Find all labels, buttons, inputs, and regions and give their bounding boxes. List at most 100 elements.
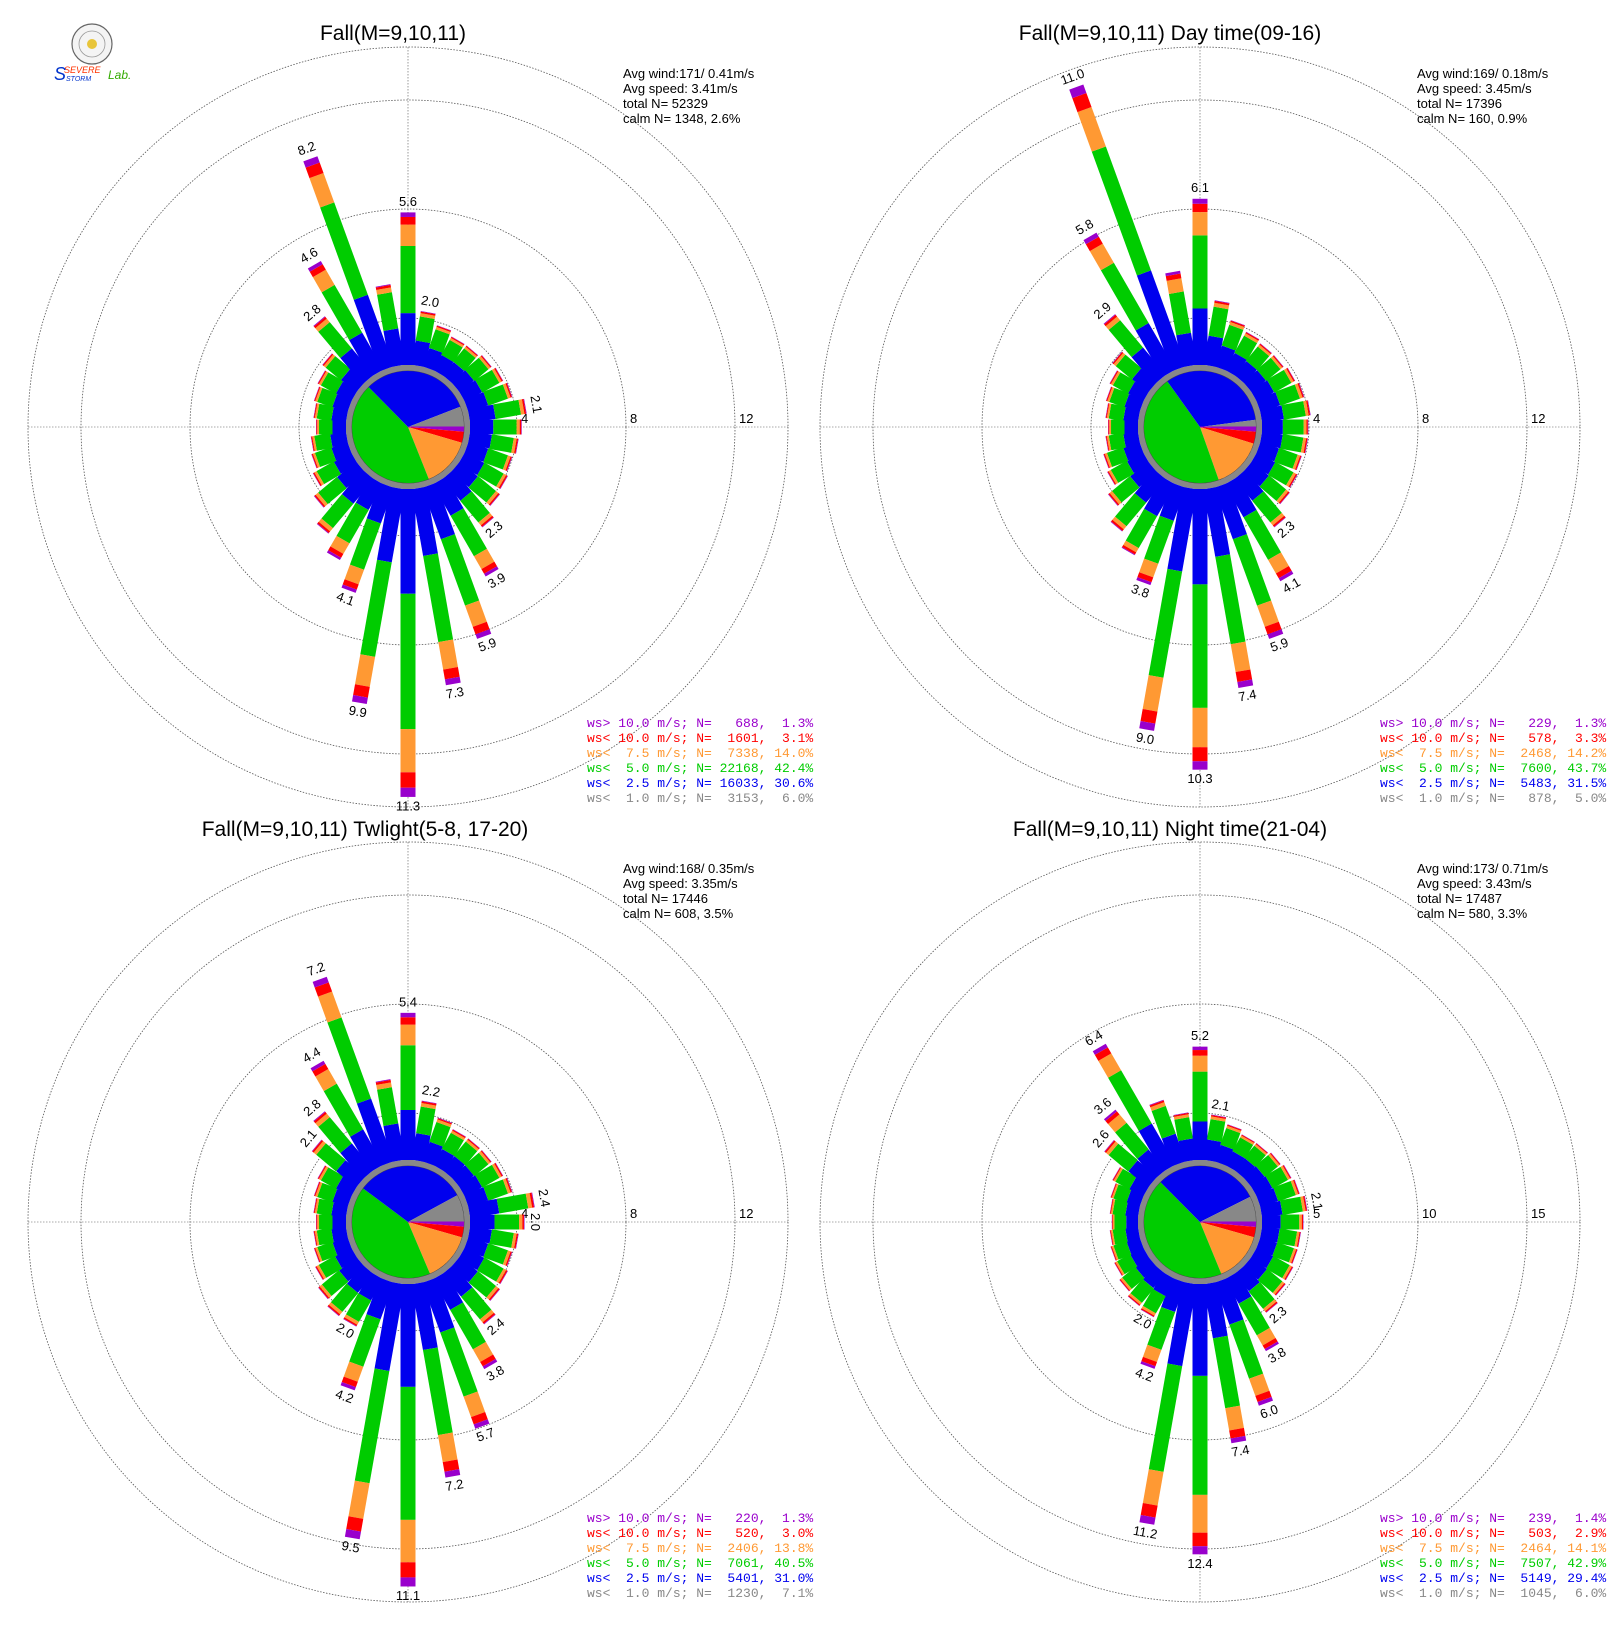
bar-segment-gt10 [1256, 1142, 1269, 1153]
bar-segment-calm [431, 1165, 444, 1177]
bar-segment-lt7_5 [1270, 512, 1285, 526]
legend-entry-lt7_5: ws< 7.5 m/s; N= 7338, 14.0% [587, 746, 813, 761]
bar-segment-lt2_5 [1234, 469, 1264, 501]
bar-segment-calm [1204, 364, 1217, 373]
bar-segment-calm [372, 472, 385, 484]
bar-segment-lt2_5 [433, 1148, 455, 1172]
bar-segment-lt7_5 [1111, 1183, 1119, 1199]
stat-avg-wind: Avg wind:168/ 0.35m/s [623, 861, 755, 876]
bar-segment-gt10 [481, 1150, 492, 1162]
bar-segment-lt5 [400, 593, 416, 730]
bar-segment-calm [431, 370, 444, 382]
bar-segment-lt2_5 [400, 1109, 416, 1160]
pie-slice-lt10 [1200, 427, 1256, 444]
bar-segment-lt2_5 [341, 369, 365, 393]
legend-entry-calm: ws< 1.0 m/s; N= 1230, 7.1% [587, 1586, 813, 1601]
bar-segment-lt7_5 [1303, 419, 1307, 435]
bar-segment-lt10 [1293, 1179, 1300, 1195]
bar-segment-calm [1148, 1177, 1161, 1191]
bar-segment-lt5 [1267, 461, 1294, 486]
bar-segment-lt10 [1262, 1337, 1278, 1350]
pie-slice-lt10 [408, 427, 464, 443]
bar-segment-lt7_5 [314, 1230, 320, 1246]
bar-segment-lt7_5 [502, 1250, 511, 1266]
bar-segment-gt10 [307, 261, 323, 272]
bar-segment-lt7_5 [435, 326, 451, 335]
bar-segment-calm [1204, 1276, 1217, 1285]
bar-segment-lt2_5 [1125, 1226, 1141, 1242]
bar-segment-lt5 [1220, 1127, 1241, 1150]
bar-segment-calm [347, 1235, 358, 1249]
bar-segment-lt7_5 [1111, 1245, 1119, 1261]
pie-slice-calm [408, 406, 464, 427]
bar-segment-lt5 [400, 1045, 416, 1110]
bar-segment-lt7_5 [502, 383, 511, 399]
bar-segment-lt2_5 [400, 313, 416, 365]
bar-segment-gt10 [421, 1100, 437, 1104]
bar-segment-gt10 [1105, 436, 1109, 451]
bar-segment-gt10 [313, 495, 324, 508]
bar-segment-gt10 [1266, 1302, 1278, 1313]
bar-segment-lt10 [1108, 493, 1120, 506]
bar-segment-lt7_5 [1142, 1469, 1164, 1506]
bar-segment-calm [447, 1177, 460, 1191]
bar-segment-lt7_5 [1249, 1373, 1270, 1396]
bar-segment-lt7_5 [376, 287, 392, 295]
bar-segment-lt5 [1215, 554, 1246, 645]
bar-segment-lt10 [480, 1150, 492, 1163]
bar-segment-gt10 [310, 1060, 326, 1072]
bar-segment-gt10 [1109, 1198, 1113, 1214]
bar-segment-calm [453, 1186, 465, 1199]
bar-segment-lt5 [441, 1132, 464, 1157]
bar-segment-calm [447, 1253, 460, 1267]
bar-segment-calm [1155, 466, 1169, 479]
bar-segment-lt2_5 [1176, 332, 1197, 368]
bar-segment-lt10 [420, 311, 436, 316]
bar-segment-gt10 [1278, 570, 1294, 582]
bar-segment-lt10 [442, 1459, 460, 1472]
bar-segment-lt5 [1113, 1184, 1132, 1204]
bar-segment-lt2_5 [366, 1277, 394, 1320]
pie-slice-lt7_5 [1200, 427, 1254, 480]
bar-segment-lt10 [480, 515, 494, 527]
stat-avg-speed: Avg speed: 3.35m/s [623, 876, 738, 891]
bar-segment-lt10 [327, 1304, 341, 1316]
bar-segment-calm [1245, 450, 1257, 463]
bar-segment-lt2_5 [1242, 461, 1269, 487]
bar-segment-gt10 [1287, 367, 1296, 381]
bar-segment-lt5 [345, 1293, 372, 1322]
bar-segment-lt10 [488, 1288, 500, 1301]
bar-segment-gt10 [521, 419, 522, 435]
bar-segment-calm [1223, 1165, 1236, 1177]
bar-segment-calm [458, 440, 469, 454]
bar-segment-gt10 [375, 1079, 391, 1083]
bar-segment-lt2_5 [422, 1277, 455, 1333]
bar-segment-lt2_5 [1214, 1277, 1244, 1325]
bar-segment-lt2_5 [1126, 1236, 1145, 1255]
bar-segment-lt10 [1306, 419, 1308, 435]
bar-segment-lt7_5 [1106, 1141, 1119, 1156]
bar-segment-lt7_5 [355, 654, 376, 687]
bar-segment-calm [402, 1160, 414, 1166]
bar-segment-lt5 [1111, 476, 1140, 503]
bar-segment-lt10 [1110, 1230, 1114, 1246]
bar-segment-lt2_5 [467, 404, 496, 424]
bar-segment-lt10 [1303, 1195, 1307, 1211]
bar-segment-lt7_5 [1282, 1265, 1292, 1280]
stat-avg-wind: Avg wind:173/ 0.71m/s [1417, 861, 1549, 876]
bar-segment-calm [1256, 1216, 1262, 1228]
bar-segment-lt5 [428, 329, 450, 353]
bar-segment-calm [372, 370, 385, 382]
bar-segment-lt7_5 [1110, 371, 1121, 386]
pie-slice-lt2_5 [1167, 370, 1256, 427]
bar-segment-lt2_5 [1134, 469, 1166, 503]
bar-value-label: 5.4 [399, 994, 417, 1009]
stat-avg-speed: Avg speed: 3.45m/s [1417, 81, 1532, 96]
bar-segment-gt10 [1092, 1043, 1108, 1055]
bar-segment-calm [381, 1161, 395, 1172]
bar-segment-lt5 [483, 1179, 509, 1201]
bar-segment-lt5 [1114, 1214, 1127, 1230]
bar-segment-lt2_5 [1124, 420, 1138, 434]
bar-segment-lt10 [505, 383, 512, 398]
bar-segment-lt2_5 [1131, 347, 1166, 385]
